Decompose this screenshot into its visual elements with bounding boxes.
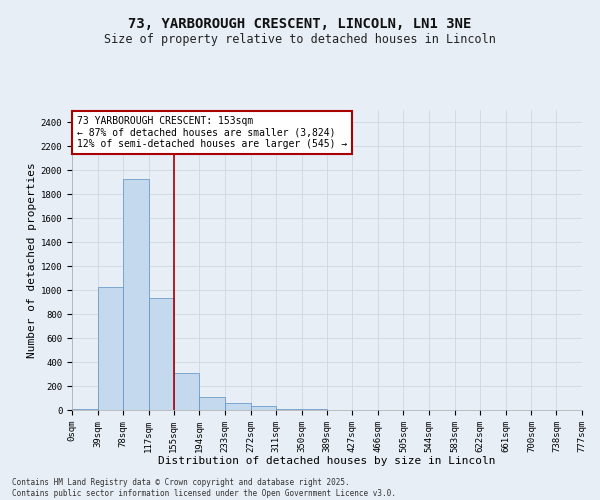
Bar <box>174 373 199 410</box>
Y-axis label: Number of detached properties: Number of detached properties <box>26 162 37 358</box>
Text: 73, YARBOROUGH CRESCENT, LINCOLN, LN1 3NE: 73, YARBOROUGH CRESCENT, LINCOLN, LN1 3N… <box>128 18 472 32</box>
Bar <box>98 287 123 410</box>
Bar <box>251 406 276 410</box>
Bar <box>123 179 149 410</box>
Bar <box>225 404 251 410</box>
Bar <box>276 409 302 410</box>
Text: 73 YARBOROUGH CRESCENT: 153sqm
← 87% of detached houses are smaller (3,824)
12% : 73 YARBOROUGH CRESCENT: 153sqm ← 87% of … <box>77 116 347 149</box>
Bar <box>199 397 225 410</box>
Text: Size of property relative to detached houses in Lincoln: Size of property relative to detached ho… <box>104 32 496 46</box>
Bar <box>72 409 98 410</box>
X-axis label: Distribution of detached houses by size in Lincoln: Distribution of detached houses by size … <box>158 456 496 466</box>
Text: Contains HM Land Registry data © Crown copyright and database right 2025.
Contai: Contains HM Land Registry data © Crown c… <box>12 478 396 498</box>
Bar <box>149 298 174 410</box>
